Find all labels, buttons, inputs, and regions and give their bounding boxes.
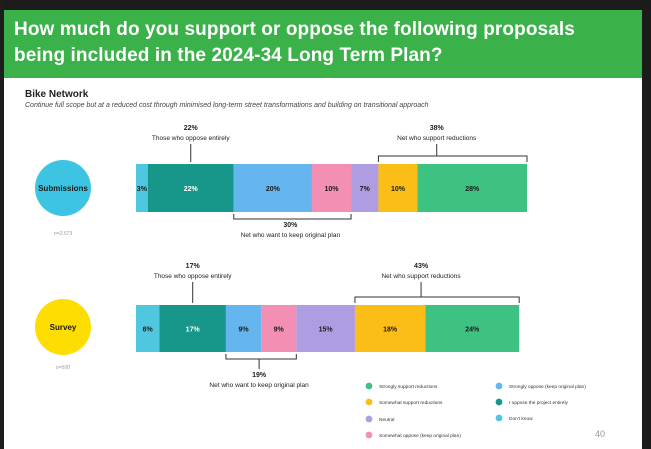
header-banner: How much do you support or oppose the fo…: [4, 10, 642, 78]
category-label: Survey: [50, 323, 77, 332]
bar-segment: [225, 305, 262, 352]
bar-segment: [147, 164, 234, 212]
bar-segment: [233, 164, 312, 212]
data-label: 24%: [465, 327, 480, 334]
category-circle: [35, 299, 91, 355]
legend-label: Neutral: [379, 417, 394, 423]
sample-size: n=2,573: [54, 231, 72, 237]
legend-label: Don't know: [509, 416, 533, 422]
page-number: 40: [594, 429, 605, 439]
annotation-value: 38%: [430, 125, 445, 132]
legend-label: Strongly support reductions: [379, 384, 438, 390]
annotation-value: 19%: [252, 372, 267, 379]
bar-segment: [136, 164, 148, 212]
bar-segment: [311, 164, 352, 212]
data-label: 10%: [391, 186, 406, 193]
data-label: 3%: [137, 186, 148, 193]
bar-segment: [354, 305, 426, 352]
legend-swatch: [365, 382, 373, 390]
annotation-label: Net who support reductions: [381, 273, 461, 280]
top-border: [0, 0, 651, 10]
legend-label: I oppose the project entirely: [509, 400, 569, 406]
annotation-label: Net who want to keep original plan: [241, 232, 341, 239]
section-title: Bike Network: [25, 89, 89, 100]
annotation-bracket: [225, 354, 297, 360]
annotation-value: 43%: [414, 263, 429, 270]
bar-segment: [378, 164, 418, 212]
legend-swatch: [495, 398, 503, 406]
bar-segment: [425, 305, 520, 352]
legend-swatch: [365, 431, 373, 439]
annotation-bracket: [354, 296, 520, 303]
bar-segment: [351, 164, 379, 212]
page-title: How much do you support or oppose the fo…: [14, 17, 614, 69]
data-label: 28%: [465, 186, 480, 193]
bar-segment: [417, 164, 527, 212]
annotation-label: Net who want to keep original plan: [209, 382, 309, 389]
left-border: [0, 0, 4, 449]
legend-swatch: [495, 382, 503, 390]
legend-label: Somewhat oppose (keep original plan): [379, 433, 461, 439]
page-title-line-2: being included in the 2024-34 Long Term …: [14, 45, 443, 66]
annotation-value: 17%: [186, 263, 201, 270]
legend-swatch: [365, 398, 373, 406]
annotation-value: 22%: [184, 125, 199, 132]
data-label: 22%: [184, 186, 199, 193]
page-title-line-1: How much do you support or oppose the fo…: [14, 19, 575, 40]
bar-segment: [261, 305, 297, 352]
category-circle: [35, 160, 91, 216]
legend-swatch: [495, 414, 503, 422]
data-label: 9%: [238, 327, 249, 334]
right-border: [642, 0, 651, 449]
legend-label: Somewhat support reductions: [379, 400, 443, 406]
sample-size: n=500: [56, 365, 70, 371]
data-label: 7%: [360, 186, 371, 193]
data-label: 20%: [266, 186, 281, 193]
annotation-bracket: [233, 214, 352, 220]
annotation-bracket: [377, 155, 528, 162]
legend-label: Strongly oppose (keep original plan): [509, 384, 586, 390]
bar-segment: [136, 305, 160, 352]
data-label: 6%: [143, 327, 154, 334]
data-label: 18%: [383, 327, 398, 334]
data-label: 9%: [274, 327, 285, 334]
annotation-label: Those who oppose entirely: [154, 273, 232, 280]
data-label: 15%: [319, 327, 334, 334]
annotation-label: Those who oppose entirely: [152, 135, 230, 142]
legend-swatch: [365, 415, 373, 423]
bar-segment: [159, 305, 226, 352]
data-label: 10%: [324, 186, 339, 193]
annotation-label: Net who support reductions: [397, 135, 477, 142]
annotation-value: 30%: [283, 222, 298, 229]
data-label: 17%: [186, 327, 201, 334]
category-label: Submissions: [38, 184, 88, 193]
section-subtitle: Continue full scope but at a reduced cos…: [25, 102, 429, 109]
bar-segment: [296, 305, 355, 352]
